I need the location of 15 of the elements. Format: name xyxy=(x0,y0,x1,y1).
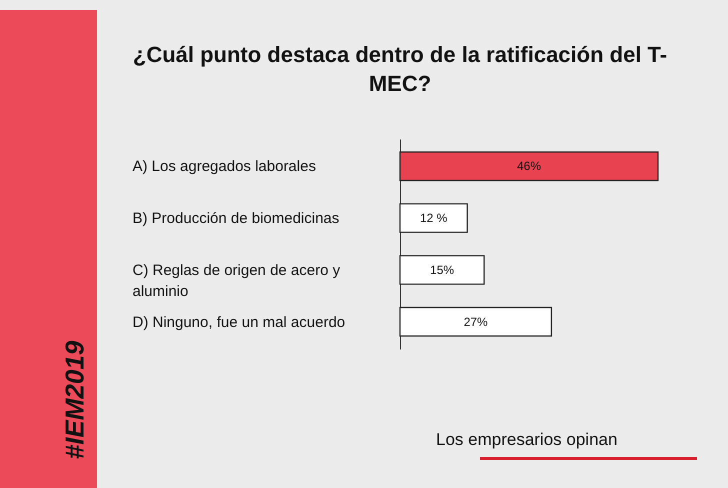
text: Los empresarios opinan xyxy=(436,430,618,450)
data-label: 27% xyxy=(464,314,488,329)
data-label: 46% xyxy=(516,159,542,174)
bar xyxy=(399,151,659,182)
bar xyxy=(399,255,485,285)
data-label: 15% xyxy=(430,262,454,277)
data-label: 12 % xyxy=(420,211,448,226)
chart-title: ¿Cuál punto destaca dentro de la ratificación del T-MEC? xyxy=(132,41,668,98)
y-tick-label: C) Reglas de origen de acero y aluminio xyxy=(132,262,341,300)
y-tick-label: B) Producción de biomedicinas xyxy=(132,210,340,228)
bar xyxy=(399,203,468,233)
text: #IEM2019 xyxy=(60,340,90,460)
y-tick-label: A) Los agregados laborales xyxy=(132,158,316,176)
bar xyxy=(399,306,552,337)
y-tick-label: D) Ninguno, fue un mal acuerdo xyxy=(132,314,346,331)
